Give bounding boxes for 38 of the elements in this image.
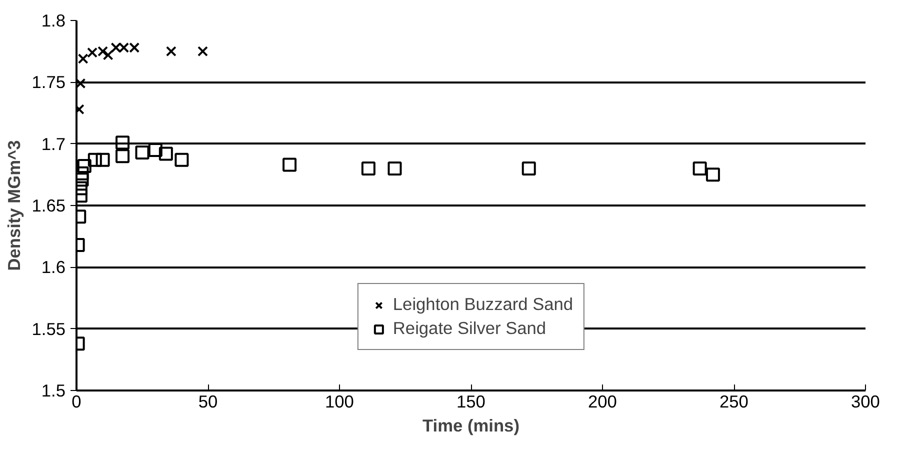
y-tick-label: 1.5 — [41, 380, 66, 400]
y-axis-title: Density MGm^3 — [4, 140, 24, 271]
point — [166, 46, 176, 57]
y-tick-label: 1.6 — [41, 257, 66, 278]
x-tick-label: 250 — [720, 392, 748, 412]
y-tick-label: 1.8 — [41, 10, 66, 30]
x-tick-label: 300 — [851, 392, 880, 412]
y-tick-label: 1.55 — [32, 318, 66, 339]
x-axis-title: Time (mins) — [422, 416, 520, 436]
point — [116, 136, 130, 150]
point — [102, 50, 114, 60]
point — [78, 53, 88, 64]
x-tick-label: 200 — [588, 392, 617, 412]
point — [135, 145, 150, 160]
x-tick-label: 150 — [456, 392, 486, 412]
point — [282, 158, 297, 172]
point — [692, 162, 707, 176]
point — [361, 162, 376, 176]
x-tick-label: 100 — [325, 392, 354, 412]
point — [116, 149, 130, 164]
point — [88, 152, 102, 167]
point — [522, 162, 536, 176]
y-tick-label: 1.7 — [41, 134, 66, 154]
point — [96, 152, 110, 167]
point — [174, 152, 189, 167]
y-tick-label: 1.75 — [32, 72, 66, 92]
point — [197, 46, 208, 57]
x-tick-label: 0 — [72, 392, 82, 412]
point — [388, 162, 402, 176]
legend-label: Reigate Silver Sand — [392, 318, 546, 339]
point — [158, 146, 173, 161]
point — [706, 168, 720, 182]
y-tick-label: 1.65 — [32, 196, 66, 216]
point — [148, 143, 162, 157]
x-tick-label: 50 — [198, 392, 218, 412]
point — [77, 159, 92, 174]
legend-label: Leighton Buzzard Sand — [392, 294, 574, 315]
point — [76, 78, 86, 89]
